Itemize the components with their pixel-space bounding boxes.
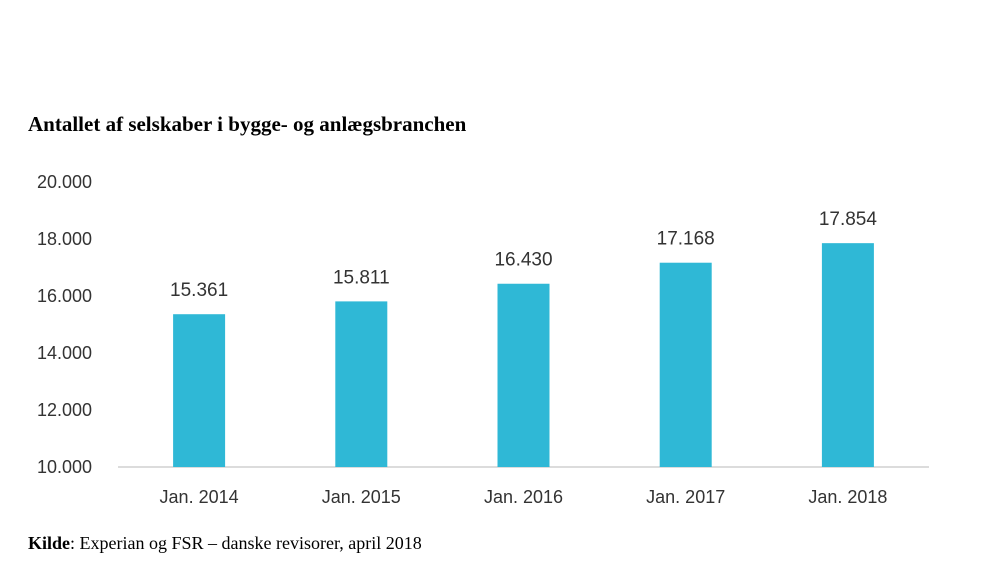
x-category-label: Jan. 2016 xyxy=(484,487,563,507)
chart-title: Antallet af selskaber i bygge- og anlægs… xyxy=(28,112,467,136)
bar-data-label: 15.811 xyxy=(333,267,390,288)
x-axis-category-labels: Jan. 2014 Jan. 2015 Jan. 2016 Jan. 2017 Jan.… xyxy=(160,487,888,507)
y-tick-label: 14.000 xyxy=(37,343,92,363)
source-note: Kilde: Experian og FSR – danske revisore… xyxy=(28,533,422,554)
bar-data-label: 16.430 xyxy=(494,250,552,271)
bar xyxy=(497,283,550,467)
x-category-label: Jan. 2017 xyxy=(646,487,725,507)
bar-data-label: 17.854 xyxy=(819,209,878,230)
bars xyxy=(173,243,874,467)
bar xyxy=(173,314,226,467)
bar xyxy=(821,243,874,467)
x-category-label: Jan. 2014 xyxy=(160,487,239,507)
y-tick-label: 16.000 xyxy=(37,286,92,306)
x-category-label: Jan. 2018 xyxy=(808,487,887,507)
bar-data-label: 15.361 xyxy=(170,280,228,301)
y-tick-label: 12.000 xyxy=(37,400,92,420)
x-category-label: Jan. 2015 xyxy=(322,487,401,507)
data-labels: 15.361 15.811 16.430 17.168 17.854 xyxy=(170,209,877,301)
bar-data-label: 17.168 xyxy=(657,229,715,250)
y-tick-label: 20.000 xyxy=(37,172,92,192)
y-tick-label: 18.000 xyxy=(37,229,92,249)
bar xyxy=(335,301,388,467)
bar xyxy=(659,262,712,467)
source-label: Kilde xyxy=(28,533,71,553)
source-text: : Experian og FSR – danske revisorer, ap… xyxy=(70,533,422,553)
y-axis-ticks: 10.000 12.000 14.000 16.000 18.000 20.000 xyxy=(37,172,92,477)
y-tick-label: 10.000 xyxy=(37,457,92,477)
